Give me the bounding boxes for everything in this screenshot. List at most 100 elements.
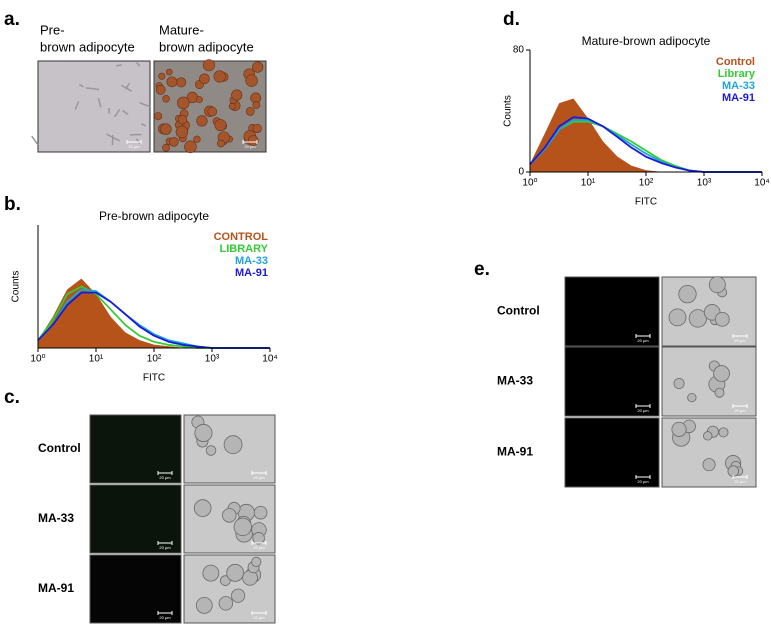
lipid-droplet <box>195 96 203 104</box>
y-axis-label: Counts <box>11 271 22 303</box>
lipid-droplet <box>245 107 255 116</box>
cell <box>195 596 213 614</box>
cell <box>702 458 716 472</box>
cell <box>714 387 725 398</box>
scale-bar-label: 20 µm <box>734 338 746 343</box>
fluorescence-image <box>89 554 182 624</box>
lipid-droplet <box>213 70 226 83</box>
lipid-droplet <box>252 123 262 134</box>
cell-outline <box>31 135 39 146</box>
legend-entry: MA-33 <box>235 255 268 267</box>
cell <box>231 588 246 603</box>
lipid-droplet <box>252 101 261 109</box>
fluorescence-image <box>89 484 182 554</box>
scale-bar-label: 20 µm <box>253 545 265 550</box>
panel-label: e. <box>474 259 490 280</box>
cell <box>219 575 231 586</box>
cell <box>202 564 220 582</box>
chart-title: Mature-brown adipocyte <box>582 34 711 48</box>
cell <box>252 532 265 545</box>
lipid-droplet <box>175 125 189 139</box>
legend-entry: Control <box>716 56 755 68</box>
lipid-droplet <box>162 143 171 152</box>
cell-outline <box>113 109 121 118</box>
lipid-droplet <box>214 119 227 132</box>
x-tick-label: 10⁰ <box>30 354 45 365</box>
lipid-droplet <box>228 102 236 110</box>
lipid-droplet <box>169 136 179 147</box>
fluorescence-image <box>564 346 660 417</box>
cell <box>194 423 213 442</box>
cell <box>218 596 234 611</box>
lipid-droplet <box>158 72 166 80</box>
cell <box>673 377 685 390</box>
cell <box>671 421 687 437</box>
x-tick-label: 10³ <box>205 354 220 365</box>
scale-bar-label: 20 µm <box>159 545 171 550</box>
x-tick-label: 10³ <box>697 178 712 189</box>
cell <box>233 517 252 537</box>
cell <box>678 285 697 304</box>
lipid-droplet <box>193 135 201 143</box>
cell-outline <box>74 101 80 110</box>
row-label: Control <box>497 304 540 318</box>
panel-label: d. <box>503 9 520 30</box>
scale-bar-label: 20 µm <box>253 615 265 620</box>
y-axis-label: Counts <box>503 95 514 127</box>
panel-label: b. <box>4 194 21 215</box>
cell-outline <box>139 101 151 108</box>
cell <box>714 311 730 327</box>
cell-outline <box>135 138 141 145</box>
panel-label: a. <box>4 9 20 30</box>
y-tick-label: 0 <box>518 167 524 178</box>
scale-bar-label: 20 µm <box>159 475 171 480</box>
scale-bar-label: 20 µm <box>159 615 171 620</box>
cell <box>718 427 729 438</box>
cell <box>713 365 730 382</box>
cell-outline <box>78 83 84 88</box>
cell <box>251 556 262 567</box>
scale-bar-label: 20 µm <box>244 144 256 149</box>
cell <box>253 505 268 520</box>
x-tick-label: 10² <box>639 178 654 189</box>
legend-entry: CONTROL <box>214 231 269 243</box>
legend-entry: MA-33 <box>722 80 755 92</box>
cell <box>727 465 740 477</box>
x-axis-label: FITC <box>635 197 657 208</box>
legend-entry: MA-91 <box>235 267 268 279</box>
lipid-droplet <box>162 95 170 103</box>
row-label: MA-33 <box>38 511 74 525</box>
image-caption: Pre- <box>40 22 65 37</box>
scale-bar-label: 20 µm <box>734 479 746 484</box>
cell <box>226 563 245 582</box>
cell <box>703 431 713 441</box>
row-label: MA-91 <box>38 581 74 595</box>
image-caption: brown adipocyte <box>40 39 135 54</box>
x-tick-label: 10⁴ <box>754 178 769 189</box>
cell-outline <box>116 64 122 67</box>
cell-outline <box>141 122 147 127</box>
legend-entry: Library <box>718 68 756 80</box>
y-tick-label: 80 <box>513 45 525 56</box>
scale-bar-label: 20 µm <box>734 408 746 413</box>
chart-title: Pre-brown adipocyte <box>99 209 209 223</box>
row-label: MA-33 <box>497 374 533 388</box>
scale-bar-label: 20 µm <box>128 144 140 149</box>
lipid-droplet <box>154 112 163 121</box>
legend-entry: MA-91 <box>722 92 755 104</box>
legend-entry: LIBRARY <box>220 243 269 255</box>
cell-outline <box>85 87 100 91</box>
cell-outline <box>120 84 133 92</box>
scale-bar-label: 20 µm <box>637 408 649 413</box>
fluorescence-image <box>564 417 660 488</box>
x-tick-label: 10² <box>147 354 162 365</box>
lipid-droplet <box>165 68 173 76</box>
cell <box>687 392 697 403</box>
cell <box>222 508 237 523</box>
x-tick-label: 10¹ <box>89 354 104 365</box>
lipid-droplet <box>196 115 208 127</box>
lipid-droplet <box>176 77 187 88</box>
lipid-droplet <box>245 74 258 87</box>
lipid-droplet <box>202 59 215 72</box>
